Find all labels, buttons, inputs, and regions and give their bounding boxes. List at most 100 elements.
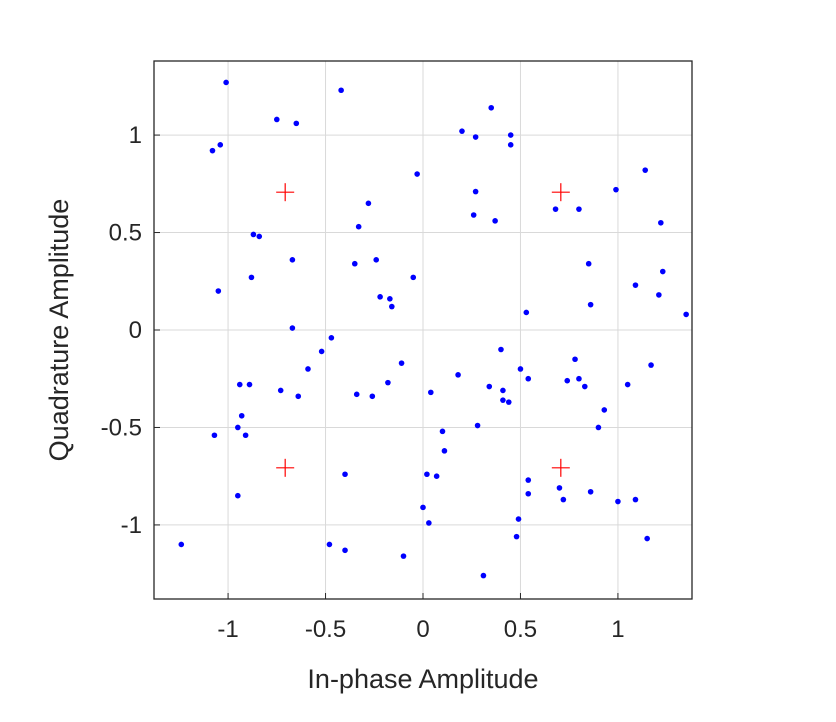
- data-point: [572, 356, 578, 363]
- data-point: [560, 496, 567, 503]
- data-point: [488, 104, 495, 111]
- data-point: [326, 541, 333, 548]
- y-tick-label: -1: [121, 512, 142, 539]
- data-point: [217, 142, 224, 148]
- data-point: [215, 288, 222, 294]
- data-point: [439, 428, 446, 435]
- data-point: [576, 375, 582, 382]
- data-point: [523, 309, 530, 316]
- reference-plus-marker: [276, 458, 295, 477]
- data-point: [236, 381, 243, 388]
- x-axis-label: In-phase Amplitude: [307, 664, 538, 694]
- data-point: [277, 387, 284, 394]
- data-point: [238, 412, 245, 419]
- data-point: [644, 535, 650, 542]
- data-point: [576, 206, 582, 212]
- data-point: [500, 387, 506, 394]
- data-point: [289, 257, 296, 263]
- data-point: [305, 366, 311, 372]
- data-point: [492, 218, 498, 224]
- data-point: [433, 473, 440, 479]
- data-point: [235, 492, 241, 499]
- data-point: [235, 424, 241, 431]
- data-point: [369, 393, 376, 400]
- grid: [154, 61, 692, 599]
- data-point: [585, 260, 592, 267]
- data-point: [581, 383, 588, 390]
- x-tick-label: 1: [611, 616, 624, 643]
- data-point: [427, 389, 434, 396]
- data-point: [632, 282, 639, 288]
- data-point: [658, 219, 664, 226]
- data-point: [328, 334, 335, 341]
- data-point: [387, 296, 393, 302]
- data-point: [351, 260, 358, 267]
- data-point: [507, 142, 514, 148]
- data-point: [507, 132, 514, 138]
- y-tick-label: 0: [129, 317, 142, 344]
- data-point: [338, 87, 344, 94]
- data-point: [552, 206, 559, 212]
- data-point: [385, 379, 391, 386]
- data-point: [355, 223, 362, 230]
- data-point: [513, 533, 520, 540]
- y-axis-label: Quadrature Amplitude: [44, 199, 74, 462]
- data-point: [274, 116, 280, 123]
- data-point: [470, 212, 477, 218]
- data-point: [455, 372, 461, 378]
- data-point: [659, 268, 666, 275]
- data-point: [613, 186, 619, 193]
- data-point: [293, 120, 300, 127]
- data-point: [515, 516, 522, 522]
- data-point: [400, 553, 407, 559]
- data-point: [242, 432, 249, 439]
- data-point: [505, 399, 512, 405]
- data-point: [289, 325, 296, 331]
- data-point: [624, 381, 631, 388]
- data-point: [295, 393, 302, 400]
- data-point: [426, 520, 432, 526]
- data-point: [648, 362, 654, 368]
- x-tick-label: 0: [416, 616, 429, 643]
- data-point: [656, 292, 662, 298]
- data-point: [414, 171, 420, 177]
- y-tick-label: -0.5: [101, 414, 142, 441]
- y-tick-label: 0.5: [109, 220, 142, 247]
- data-point: [223, 79, 229, 86]
- data-point: [556, 485, 563, 491]
- data-point: [587, 301, 594, 308]
- data-point: [472, 134, 479, 140]
- data-point: [178, 541, 185, 548]
- data-point: [209, 147, 216, 154]
- data-point: [615, 498, 621, 505]
- data-point: [250, 231, 257, 238]
- data-point: [500, 397, 506, 403]
- data-point: [353, 391, 360, 398]
- data-point: [365, 200, 372, 207]
- data-point: [459, 128, 465, 134]
- data-point: [480, 572, 487, 579]
- data-point: [410, 274, 417, 281]
- data-point: [632, 496, 639, 503]
- x-tick-label: -1: [217, 616, 238, 643]
- data-point: [441, 448, 448, 454]
- data-point: [587, 488, 594, 495]
- data-point: [342, 547, 348, 554]
- data-point: [256, 233, 263, 240]
- data-point: [683, 311, 689, 318]
- data-point: [474, 422, 481, 429]
- reference-plus-marker: [276, 183, 295, 202]
- y-axis-ticks: -1 -0.5 0 0.5 1: [101, 122, 160, 539]
- x-tick-label: -0.5: [305, 616, 346, 643]
- data-point: [525, 490, 532, 497]
- data-point: [342, 471, 348, 478]
- data-point: [318, 348, 325, 355]
- data-point: [525, 375, 532, 382]
- data-point: [373, 257, 380, 263]
- data-point: [420, 504, 426, 511]
- data-point: [398, 360, 405, 366]
- data-point: [389, 303, 395, 310]
- data-point: [211, 432, 218, 439]
- data-point: [486, 383, 493, 390]
